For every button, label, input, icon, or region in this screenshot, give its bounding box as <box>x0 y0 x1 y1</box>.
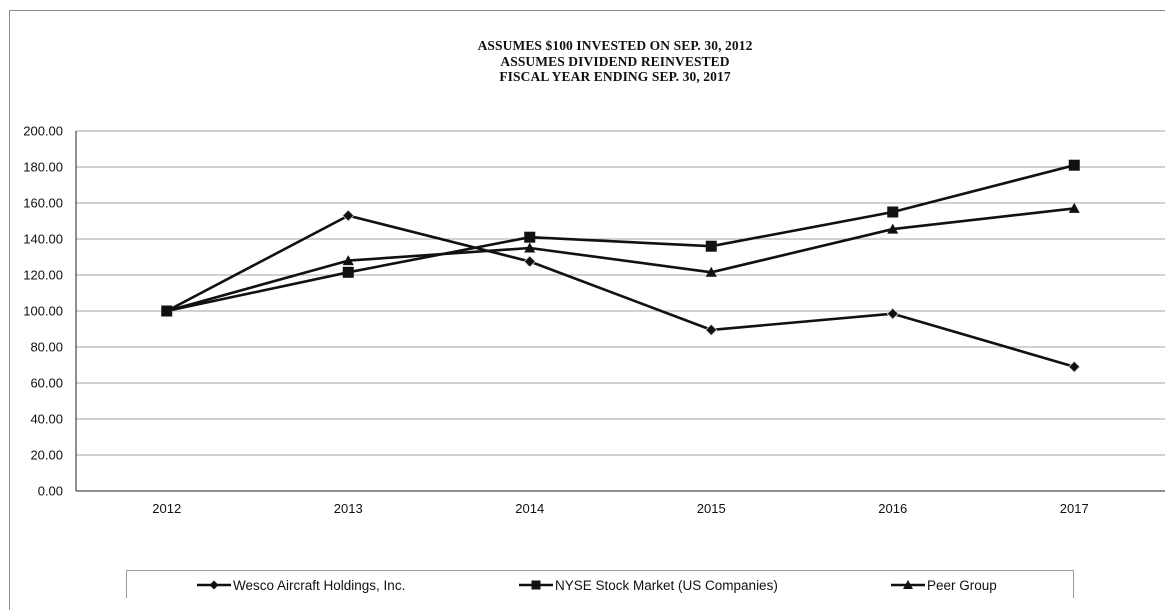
x-tick-label: 2012 <box>152 501 181 516</box>
data-point-triangle <box>1068 202 1080 213</box>
x-tick-label: 2013 <box>334 501 363 516</box>
chart-frame <box>9 10 1165 610</box>
y-tick-label: 0.00 <box>38 484 63 499</box>
y-tick-label: 160.00 <box>23 196 63 211</box>
data-point-square <box>705 240 717 252</box>
data-point-triangle <box>887 223 899 234</box>
data-point-square <box>1068 159 1080 171</box>
chart-legend: Wesco Aircraft Holdings, Inc. NYSE Stock… <box>126 570 1074 598</box>
data-point-diamond <box>523 255 536 268</box>
chart-title: ASSUMES $100 INVESTED ON SEP. 30, 2012 A… <box>0 38 1165 85</box>
title-line-3: FISCAL YEAR ENDING SEP. 30, 2017 <box>499 69 731 84</box>
data-point-square <box>342 266 354 278</box>
data-point-diamond <box>342 209 355 222</box>
y-tick-label: 200.00 <box>23 124 63 139</box>
title-line-2: ASSUMES DIVIDEND REINVESTED <box>500 53 730 69</box>
legend-swatch-square-icon <box>519 580 553 590</box>
data-point-diamond <box>886 307 899 320</box>
legend-label-peer: Peer Group <box>927 577 997 593</box>
data-point-triangle <box>524 242 536 253</box>
x-tick-label: 2017 <box>1060 501 1089 516</box>
x-tick-label: 2015 <box>697 501 726 516</box>
data-point-triangle <box>705 266 717 277</box>
legend-label-nyse: NYSE Stock Market (US Companies) <box>555 577 778 593</box>
y-tick-label: 60.00 <box>30 376 63 391</box>
legend-swatch-diamond-icon <box>197 580 231 590</box>
y-tick-label: 120.00 <box>23 268 63 283</box>
series-line-0 <box>166 214 1075 369</box>
y-tick-label: 140.00 <box>23 232 63 247</box>
y-tick-label: 40.00 <box>30 412 63 427</box>
legend-label-wesco: Wesco Aircraft Holdings, Inc. <box>233 577 406 593</box>
data-point-diamond <box>1068 360 1081 373</box>
x-tick-label: 2014 <box>515 501 544 516</box>
title-line-1: ASSUMES $100 INVESTED ON SEP. 30, 2012 <box>477 38 753 53</box>
data-point-diamond <box>705 323 718 336</box>
y-tick-label: 20.00 <box>30 448 63 463</box>
series-line-1 <box>166 163 1075 313</box>
data-point-triangle <box>161 305 173 316</box>
legend-item-wesco: Wesco Aircraft Holdings, Inc. <box>196 571 405 599</box>
series-line-2 <box>166 207 1075 313</box>
y-tick-label: 80.00 <box>30 340 63 355</box>
data-point-square <box>524 231 536 243</box>
legend-item-peer: Peer Group <box>890 571 997 599</box>
y-tick-label: 180.00 <box>23 160 63 175</box>
y-tick-label: 100.00 <box>23 304 63 319</box>
legend-swatch-triangle-icon <box>891 580 925 589</box>
legend-item-nyse: NYSE Stock Market (US Companies) <box>518 571 778 599</box>
data-point-square <box>887 206 899 218</box>
data-point-triangle <box>342 255 354 266</box>
x-tick-label: 2016 <box>878 501 907 516</box>
